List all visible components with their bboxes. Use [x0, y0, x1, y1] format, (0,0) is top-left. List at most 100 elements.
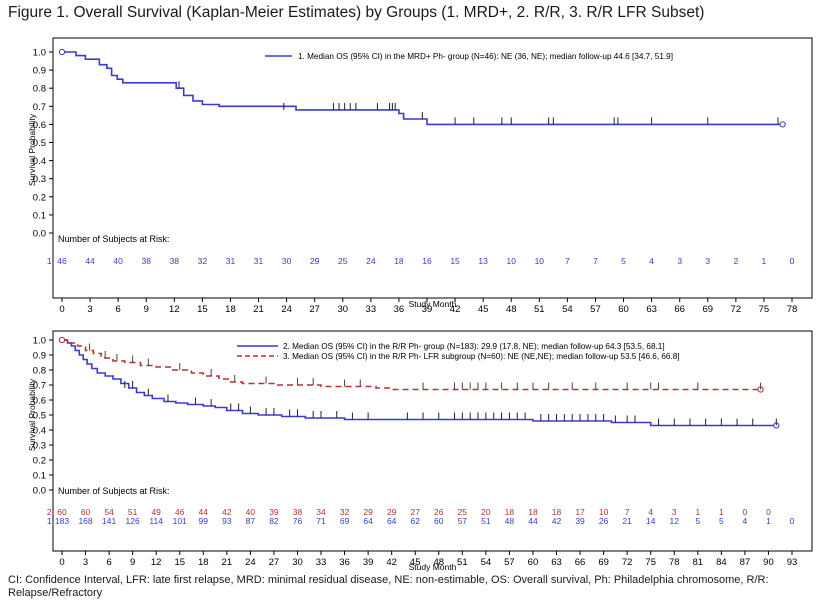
risk-count: 60 — [81, 507, 91, 517]
y-tick-label: 0.0 — [33, 229, 46, 240]
y-tick-label: 0.7 — [33, 381, 46, 392]
risk-count: 25 — [458, 507, 468, 517]
y-tick-label: 0.8 — [33, 366, 46, 377]
risk-count: 17 — [575, 507, 585, 517]
risk-count: 69 — [340, 516, 350, 526]
x-tick-label: 66 — [575, 557, 586, 568]
y-tick-label: 1.0 — [33, 48, 46, 59]
risk-count: 64 — [363, 516, 373, 526]
risk-count: 168 — [78, 516, 92, 526]
km-chart-1: 0.00.10.20.30.40.50.60.70.80.91.00 3 6 9 12 1… — [27, 37, 813, 315]
x-tick-label: 42 — [450, 304, 461, 315]
x-tick-label: 72 — [622, 557, 633, 568]
risk-count: 26 — [599, 516, 609, 526]
x-tick-label: 48 — [433, 557, 444, 568]
x-tick-label: 33 — [366, 304, 377, 315]
risk-count: 7 — [625, 507, 630, 517]
x-tick-label: 3 — [83, 557, 88, 568]
y-tick-label: 0.2 — [33, 192, 46, 203]
risk-count: 10 — [506, 256, 516, 266]
y-tick-label: 0.9 — [33, 351, 46, 362]
risk-count: 7 — [565, 256, 570, 266]
x-axis-label: Study Month — [409, 562, 457, 572]
risk-count: 32 — [198, 256, 208, 266]
risk-count: 42 — [552, 516, 562, 526]
x-tick-label: 30 — [292, 557, 303, 568]
risk-count: 54 — [104, 507, 114, 517]
x-tick-label: 9 — [130, 557, 135, 568]
x-tick-label: 18 — [225, 304, 236, 315]
plot-frame — [52, 37, 813, 299]
risk-count: 1 — [766, 516, 771, 526]
x-tick-label: 90 — [763, 557, 774, 568]
risk-count: 82 — [269, 516, 279, 526]
x-tick-label: 84 — [716, 557, 727, 568]
risk-row-label: 1: — [47, 516, 54, 526]
x-tick-label: 6 — [116, 304, 121, 315]
x-tick-label: 45 — [410, 557, 421, 568]
risk-count: 93 — [222, 516, 232, 526]
risk-count: 18 — [394, 256, 404, 266]
risk-count: 114 — [149, 516, 163, 526]
risk-count: 76 — [293, 516, 303, 526]
risk-count: 38 — [141, 256, 151, 266]
risk-count: 40 — [246, 507, 256, 517]
y-tick-label: 0.5 — [33, 138, 46, 149]
x-axis-label: Study Month — [409, 299, 457, 309]
x-tick-label: 6 — [106, 557, 111, 568]
risk-count: 0 — [790, 256, 795, 266]
x-tick-label: 15 — [174, 557, 185, 568]
x-tick-label: 0 — [59, 304, 64, 315]
risk-count: 31 — [226, 256, 236, 266]
risk-count: 3 — [672, 507, 677, 517]
risk-count: 99 — [199, 516, 209, 526]
risk-count: 4 — [743, 516, 748, 526]
y-tick-label: 0.3 — [33, 174, 46, 185]
x-tick-label: 75 — [759, 304, 770, 315]
risk-count: 51 — [481, 516, 491, 526]
curve-start-marker — [58, 48, 66, 56]
x-tick-label: 63 — [646, 304, 657, 315]
risk-count: 42 — [222, 507, 232, 517]
y-axis-label: Survival Probability — [27, 378, 37, 451]
risk-count: 62 — [410, 516, 420, 526]
risk-count: 29 — [387, 507, 397, 517]
x-tick-label: 12 — [151, 557, 162, 568]
risk-count: 101 — [173, 516, 187, 526]
risk-count: 32 — [340, 507, 350, 517]
y-tick-label: 0.8 — [33, 84, 46, 95]
risk-count: 183 — [55, 516, 69, 526]
x-tick-label: 3 — [87, 304, 92, 315]
risk-row-label: 1: — [47, 256, 54, 266]
risk-count: 0 — [790, 516, 795, 526]
legend-entry: 3. Median OS (95% CI) in the R/R Ph- LFR… — [283, 352, 680, 361]
y-tick-label: 0.1 — [33, 210, 46, 221]
risk-count: 26 — [434, 507, 444, 517]
x-tick-label: 48 — [506, 304, 517, 315]
risk-count: 60 — [434, 516, 444, 526]
risk-count: 13 — [478, 256, 488, 266]
x-tick-label: 21 — [222, 557, 233, 568]
risk-count: 44 — [199, 507, 209, 517]
risk-count: 51 — [128, 507, 138, 517]
x-tick-label: 57 — [590, 304, 601, 315]
x-tick-label: 39 — [422, 304, 433, 315]
x-tick-label: 18 — [198, 557, 209, 568]
curve-end-marker — [779, 121, 786, 128]
km-chart-2: 0.00.10.20.30.40.50.60.70.80.91.00 3 6 9 12 1… — [27, 330, 813, 572]
footnote: CI: Confidence Interval, LFR: late first… — [8, 574, 769, 599]
x-tick-label: 81 — [693, 557, 704, 568]
risk-count: 3 — [677, 256, 682, 266]
risk-count: 30 — [282, 256, 292, 266]
x-tick-label: 27 — [309, 304, 320, 315]
risk-count: 29 — [363, 507, 373, 517]
plot-frame — [52, 330, 813, 552]
y-tick-label: 0.9 — [33, 66, 46, 77]
y-tick-label: 0.6 — [33, 396, 46, 407]
x-tick-label: 93 — [787, 557, 798, 568]
risk-count: 71 — [316, 516, 326, 526]
risk-count: 64 — [387, 516, 397, 526]
risk-count: 18 — [505, 507, 515, 517]
risk-count: 16 — [422, 256, 432, 266]
legend-entry: 1. Median OS (95% CI) in the MRD+ Ph- gr… — [298, 52, 673, 61]
